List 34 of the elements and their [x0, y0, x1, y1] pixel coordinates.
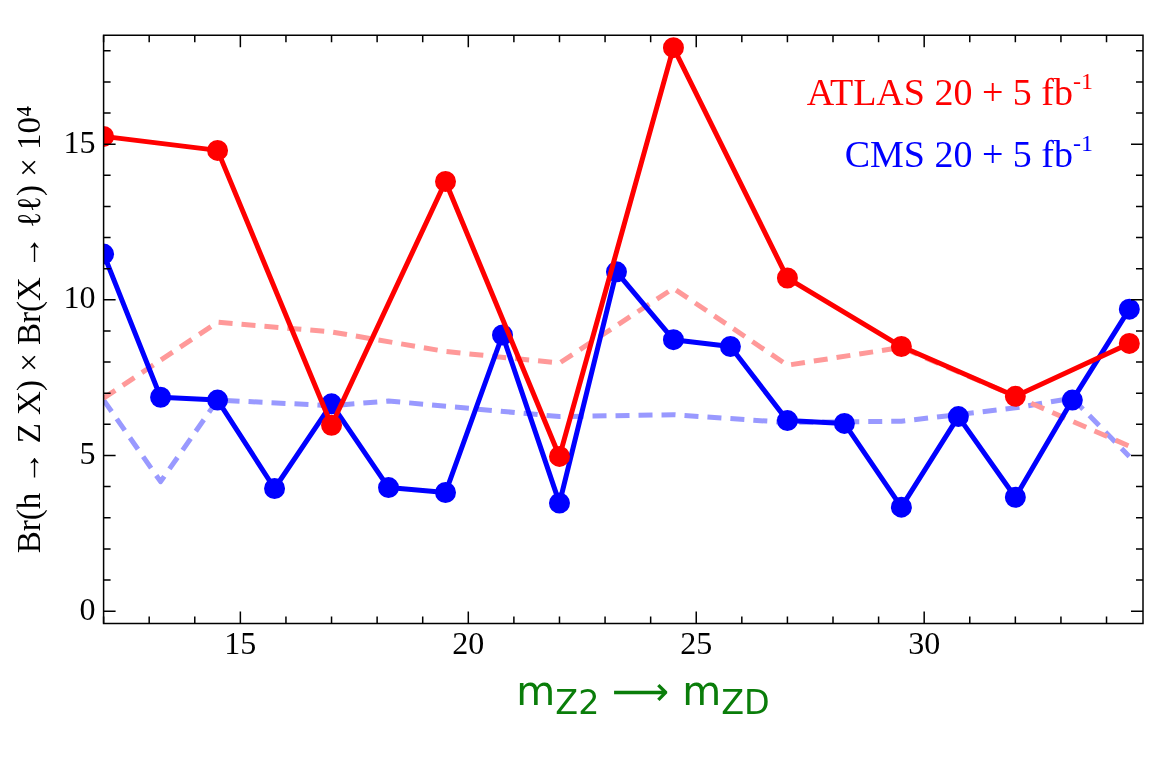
- y-tick-label: 5: [79, 434, 96, 471]
- point: [890, 336, 912, 358]
- point: [719, 336, 741, 358]
- point: [1004, 385, 1026, 407]
- y-tick-label: 10: [63, 279, 96, 316]
- x-tick-label: 15: [224, 625, 257, 662]
- point: [662, 329, 684, 351]
- point: [207, 139, 229, 161]
- point: [435, 482, 457, 504]
- point: [890, 496, 912, 518]
- point: [548, 445, 570, 467]
- x-axis-title: m$_{Z2}$ ⟶ m$_{ZD}$: [515, 668, 771, 722]
- point: [378, 477, 400, 499]
- point: [833, 412, 855, 434]
- point: [1118, 298, 1140, 320]
- point: [662, 37, 684, 59]
- point: [207, 389, 229, 411]
- point: [776, 410, 798, 432]
- point: [1118, 332, 1140, 354]
- y-tick-label: 0: [79, 590, 96, 627]
- point: [1061, 389, 1083, 411]
- point: [264, 477, 286, 499]
- point: [548, 492, 570, 514]
- x-tick-label: 25: [680, 625, 713, 662]
- y-tick-label: 15: [63, 123, 96, 160]
- point: [776, 267, 798, 289]
- point: [1004, 486, 1026, 508]
- point: [947, 406, 969, 428]
- y-axis-title: Br(h → Z X) × Br(X → ℓℓ) × 10⁴: [11, 105, 49, 554]
- point: [321, 414, 343, 436]
- x-tick-label: 30: [908, 625, 941, 662]
- x-tick-label: 20: [452, 625, 485, 662]
- point: [150, 386, 172, 408]
- point: [435, 171, 457, 193]
